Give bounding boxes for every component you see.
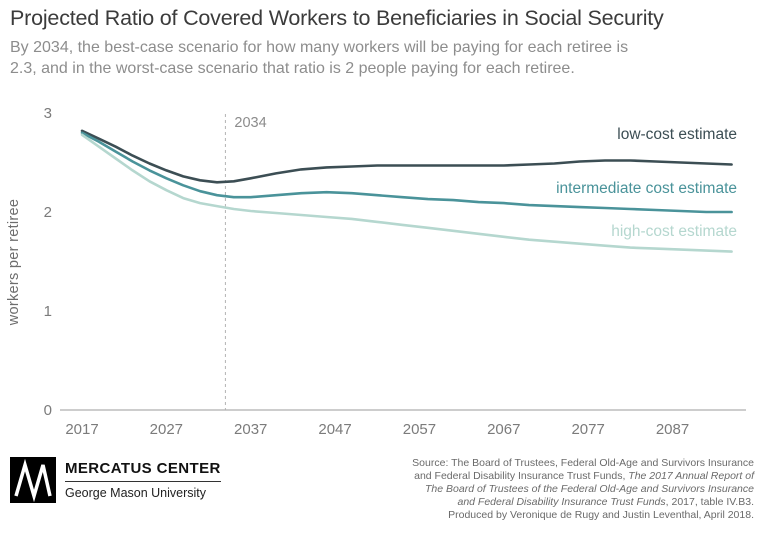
y-tick-label: 1 [44, 303, 52, 320]
series-line-low-cost-estimate [80, 129, 733, 184]
chart-subtitle-line2: 2.3, and in the worst-case scenario that… [10, 60, 575, 77]
mercatus-brand: MERCATUS CENTER George Mason University [10, 457, 221, 503]
org-subtitle: George Mason University [65, 486, 207, 500]
series-line-intermediate-cost-estimate [80, 131, 733, 214]
source-line4-roman: , 2017, table IV.B3. [665, 496, 754, 508]
mercatus-logo-icon [10, 457, 56, 503]
chart-title: Projected Ratio of Covered Workers to Be… [10, 6, 664, 30]
x-tick-label: 2047 [318, 421, 351, 438]
y-tick-label: 3 [44, 105, 52, 122]
brand-text: MERCATUS CENTER George Mason University [65, 460, 221, 500]
source-line2-roman: and Federal Disability Insurance Trust F… [414, 470, 629, 482]
x-tick-label: 2017 [65, 421, 98, 438]
series-label-high-cost-estimate: high-cost estimate [611, 223, 737, 240]
y-tick-label: 2 [44, 204, 52, 221]
footer: MERCATUS CENTER George Mason University … [10, 457, 754, 522]
x-tick-label: 2037 [234, 421, 267, 438]
org-name: MERCATUS CENTER [65, 460, 221, 482]
chart-subtitle: By 2034, the best-case scenario for how … [10, 37, 758, 79]
source-line3-italic: The Board of Trustees of the Federal Old… [425, 483, 754, 495]
chart-subtitle-line1: By 2034, the best-case scenario for how … [10, 39, 629, 56]
x-tick-label: 2027 [150, 421, 183, 438]
series-label-intermediate-cost-estimate: intermediate cost estimate [556, 180, 737, 197]
source-line4-italic: and Federal Disability Insurance Trust F… [457, 496, 666, 508]
x-tick-label: 2067 [487, 421, 520, 438]
x-tick-label: 2087 [656, 421, 689, 438]
series-line-high-cost-estimate [80, 133, 733, 253]
series-label-low-cost-estimate: low-cost estimate [617, 126, 737, 143]
source-line5: Produced by Veronique de Rugy and Justin… [448, 509, 754, 521]
y-tick-label: 0 [44, 402, 52, 419]
x-tick-label: 2077 [571, 421, 604, 438]
source-line2-italic: The 2017 Annual Report of [628, 470, 754, 482]
annotation-2034-label: 2034 [234, 115, 266, 131]
y-axis-title: workers per retiree [6, 199, 22, 327]
x-tick-label: 2057 [403, 421, 436, 438]
chart-header: Projected Ratio of Covered Workers to Be… [10, 5, 758, 79]
source-line1: Source: The Board of Trustees, Federal O… [412, 457, 754, 469]
line-chart: 0 1 2 3 2017 2027 2037 2047 2057 2067 2077 2087 work… [6, 105, 746, 438]
source-attribution: Source: The Board of Trustees, Federal O… [412, 457, 754, 522]
